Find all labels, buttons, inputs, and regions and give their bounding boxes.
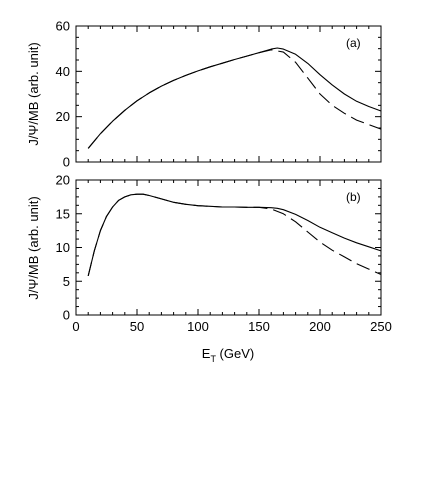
x-tick-label: 100	[187, 319, 209, 334]
y-tick-label: 10	[56, 240, 70, 255]
panel-b-label: (b)	[346, 190, 361, 204]
y-tick-label: 60	[56, 19, 70, 34]
x-tick-label: 0	[72, 319, 79, 334]
y-tick-label: 15	[56, 206, 70, 221]
y-tick-label: 5	[63, 274, 70, 289]
y-tick-label: 40	[56, 64, 70, 79]
y-tick-label: 0	[63, 308, 70, 323]
panel-a: 0 20 40 60 (a) J/Ψ/MB (arb. unit)	[26, 19, 382, 170]
x-tick-label: 200	[309, 319, 331, 334]
x-tick-label: 50	[130, 319, 144, 334]
y-tick-label: 20	[56, 173, 70, 188]
panel-a-y-axis-title: J/Ψ/MB (arb. unit)	[26, 42, 41, 145]
series-line-solid	[87, 47, 382, 149]
series-line-dashed	[87, 49, 382, 149]
panel-b-frame	[75, 179, 382, 316]
x-tick-label: 150	[248, 319, 270, 334]
series-line-dashed	[87, 193, 382, 277]
y-tick-label: 0	[63, 155, 70, 170]
y-tick-label: 20	[56, 109, 70, 124]
panel-a-frame	[75, 25, 382, 163]
panel-b-y-axis-title: J/Ψ/MB (arb. unit)	[26, 196, 41, 299]
x-tick-label: 250	[370, 319, 392, 334]
panel-a-label: (a)	[346, 36, 361, 50]
x-axis-title: ET (GeV)	[202, 346, 254, 364]
